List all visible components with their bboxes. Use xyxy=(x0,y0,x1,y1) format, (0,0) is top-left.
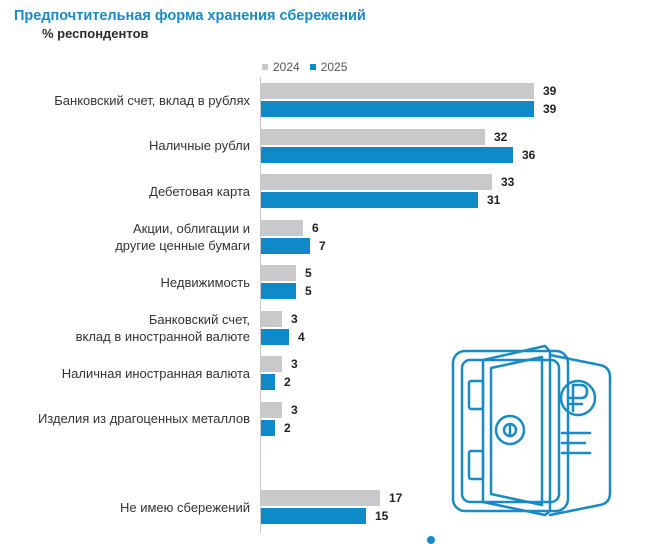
value-label-2025-3: 7 xyxy=(319,238,326,253)
legend-item-2025: 2025 xyxy=(309,60,348,74)
category-label-1: Наличные рубли xyxy=(148,138,250,153)
category-label-2: Дебетовая карта xyxy=(149,183,250,199)
value-label-2024-2: 33 xyxy=(501,175,515,189)
value-label-2025-8: 15 xyxy=(375,509,389,523)
bar-2024-0 xyxy=(261,83,534,99)
legend: 2024 2025 xyxy=(262,60,347,74)
legend-label-2025: 2025 xyxy=(320,60,348,74)
bar-2025-0 xyxy=(261,101,534,117)
value-label-2025-7: 2 xyxy=(284,420,291,435)
chart-title: Предпочтительная форма хранения сбережен… xyxy=(14,8,366,24)
value-label-2025-5: 4 xyxy=(298,329,305,344)
category-label-4: Недвижимость xyxy=(160,274,250,290)
value-label-2024-7: 3 xyxy=(291,402,298,417)
bar-2024-3 xyxy=(261,219,303,236)
value-label-2024-4: 5 xyxy=(305,266,312,280)
ruble-safe-icon xyxy=(451,344,612,517)
bar-2025-3 xyxy=(261,237,310,254)
bar-2024-2 xyxy=(261,174,492,190)
legend-label-2024: 2024 xyxy=(273,60,300,74)
category-label-6: Наличная иностранная валюта xyxy=(61,365,250,381)
bar-2024-1 xyxy=(261,128,485,145)
value-label-2025-0: 39 xyxy=(543,102,557,116)
category-label-0: Банковский счет, вклад в рублях xyxy=(54,92,250,108)
bar-2024-8 xyxy=(261,490,380,506)
value-label-2024-3: 6 xyxy=(312,220,319,235)
legend-item-2024: 2024 xyxy=(262,60,300,74)
decorative-dot xyxy=(427,536,435,544)
legend-swatch-2024 xyxy=(262,64,268,70)
bar-2025-2 xyxy=(261,192,478,208)
bar-2024-7 xyxy=(261,401,282,418)
bar-2025-6 xyxy=(261,374,275,390)
category-label-8: Не имею сбережений xyxy=(120,499,250,515)
category-label-7: Изделия из драгоценных металлов xyxy=(37,411,250,426)
bar-2025-1 xyxy=(261,146,513,163)
bar-2025-4 xyxy=(261,283,296,299)
value-label-2025-1: 36 xyxy=(522,147,536,162)
category-label-3: Акции, облигации и другие ценные бумаги xyxy=(115,220,250,253)
bar-2024-6 xyxy=(261,356,282,372)
bar-2025-7 xyxy=(261,419,275,436)
bar-2024-5 xyxy=(261,310,282,327)
bar-2025-8 xyxy=(261,508,366,524)
value-label-2025-6: 2 xyxy=(284,375,291,389)
value-label-2024-8: 17 xyxy=(389,491,403,505)
value-label-2025-4: 5 xyxy=(305,284,312,298)
category-label-5: Банковский счет, вклад в иностранной вал… xyxy=(75,311,250,344)
bar-2025-5 xyxy=(261,328,289,345)
chart-subtitle: % респондентов xyxy=(42,26,149,41)
value-label-2024-5: 3 xyxy=(291,311,298,326)
value-label-2024-0: 39 xyxy=(543,84,557,98)
category-axis-line xyxy=(260,77,261,533)
value-label-2024-1: 32 xyxy=(494,129,508,144)
legend-swatch-2025 xyxy=(309,64,316,70)
value-label-2025-2: 31 xyxy=(487,193,501,207)
value-label-2024-6: 3 xyxy=(291,357,298,371)
bar-2024-4 xyxy=(261,265,296,281)
